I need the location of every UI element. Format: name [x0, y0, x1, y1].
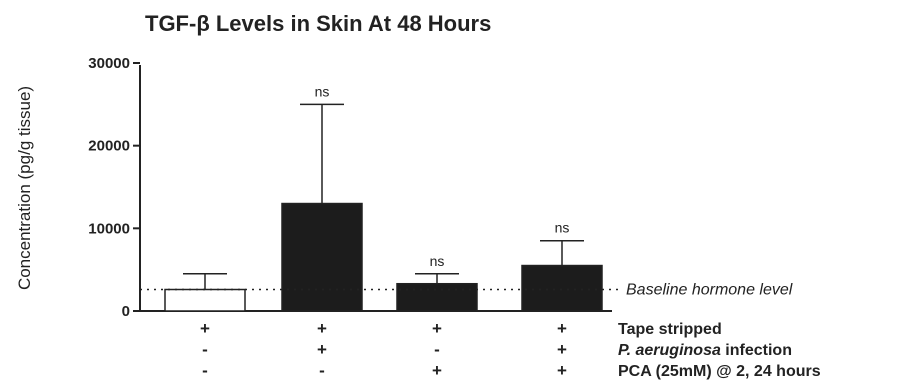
condition-label: P. aeruginosa infection: [618, 342, 792, 359]
condition-symbol: -: [202, 340, 208, 359]
bar: [281, 202, 363, 312]
condition-label-italic: P. aeruginosa: [618, 342, 721, 359]
condition-symbol: +: [317, 340, 327, 359]
condition-symbol: +: [557, 340, 567, 359]
chart-title: TGF-β Levels in Skin At 48 Hours: [145, 11, 491, 36]
y-ticks: 0 10000 20000 30000: [88, 55, 140, 320]
condition-label: PCA (25mM) @ 2, 24 hours: [618, 363, 821, 380]
baseline-label: Baseline hormone level: [626, 282, 793, 299]
y-tick-label: 0: [122, 303, 130, 320]
condition-symbol: +: [432, 319, 442, 338]
y-axis-label: Concentration (pg/g tissue): [15, 86, 34, 290]
condition-symbol: -: [319, 361, 325, 380]
condition-symbol: +: [557, 361, 567, 380]
significance-label: ns: [315, 83, 330, 99]
significance-label: ns: [430, 253, 445, 269]
condition-label-rest: infection: [721, 342, 792, 359]
y-tick-label: 10000: [88, 220, 130, 237]
condition-label: Tape stripped: [618, 321, 722, 338]
condition-symbol: +: [200, 319, 210, 338]
y-tick-label: 30000: [88, 55, 130, 72]
condition-table: + + + + Tape stripped - + - + P. aeruginosa infec…: [200, 319, 821, 380]
condition-symbol: +: [557, 319, 567, 338]
condition-label-text: Tape stripped: [618, 321, 722, 338]
bar: [396, 282, 478, 312]
condition-symbol: -: [202, 361, 208, 380]
y-tick-label: 20000: [88, 138, 130, 155]
condition-symbol: +: [317, 319, 327, 338]
condition-symbol: +: [432, 361, 442, 380]
bar: [164, 288, 246, 312]
baseline-group: Baseline hormone level: [140, 282, 793, 299]
significance-label: ns: [555, 220, 570, 236]
bar: [521, 264, 603, 312]
bars: ns ns ns: [164, 83, 603, 312]
condition-symbol: -: [434, 340, 440, 359]
condition-label-text: PCA (25mM) @ 2, 24 hours: [618, 363, 821, 380]
